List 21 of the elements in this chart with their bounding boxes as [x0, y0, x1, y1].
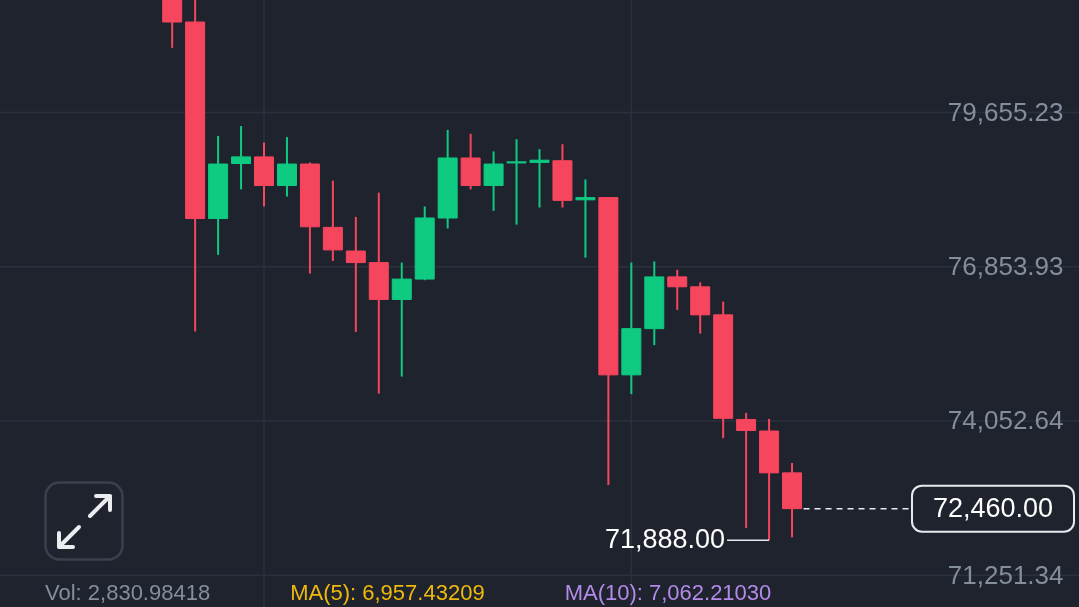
text: MA(10): 7,062.21030 — [564, 580, 772, 606]
candlestick — [322, 179, 343, 262]
text: Vol: 2,830.98418 — [45, 580, 211, 606]
y-tick-label: 79,655.23 — [947, 97, 1064, 128]
candlestick — [345, 215, 366, 333]
ref-line-label: 72,460.00 — [932, 492, 1054, 523]
candlestick — [529, 148, 550, 209]
candlestick — [736, 411, 757, 529]
candlestick — [575, 178, 596, 259]
candlestick — [667, 268, 688, 311]
candlestick — [391, 261, 412, 378]
candlestick — [506, 138, 527, 226]
candlestick — [276, 136, 297, 198]
y-tick-label: 76,853.93 — [947, 251, 1064, 282]
candlestick — [483, 150, 504, 212]
annotation: 71,888.00 — [604, 524, 726, 555]
candlestick — [162, 0, 183, 49]
candlestick — [231, 125, 252, 191]
y-tick-label: 71,251.34 — [947, 559, 1064, 590]
text: MA(5): 6,957.43209 — [290, 580, 485, 606]
y-tick-label: 74,052.64 — [947, 405, 1064, 436]
